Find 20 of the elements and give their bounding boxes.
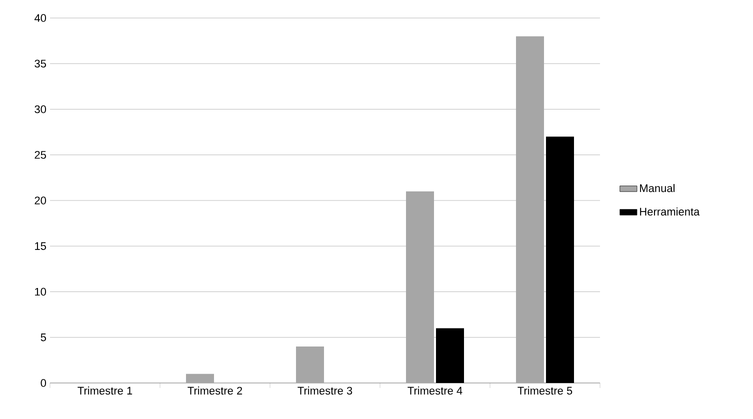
- x-tick-label: Trimestre 1: [78, 386, 132, 395]
- y-tick-label: 30: [34, 105, 46, 114]
- x-tick-label: Trimestre 5: [518, 386, 572, 395]
- y-tick-label: 40: [34, 14, 46, 22]
- bar: [296, 346, 324, 383]
- y-tick-label: 15: [35, 242, 46, 250]
- y-tick-label: 5: [40, 334, 46, 342]
- bar: [186, 374, 214, 383]
- y-tick-label: 35: [34, 60, 46, 68]
- x-tick-label: Trimestre 4: [408, 386, 462, 395]
- x-tick-label: Trimestre 3: [298, 386, 352, 395]
- y-tick-label: 10: [35, 288, 46, 296]
- bar: [436, 328, 464, 383]
- y-tick-label: 25: [34, 150, 46, 159]
- y-tick-label: 20: [34, 196, 46, 204]
- legend-label: Manual: [640, 184, 674, 192]
- y-tick-label: 0: [40, 379, 46, 387]
- bar: [546, 136, 574, 383]
- x-tick-label: Trimestre 2: [188, 386, 242, 395]
- legend-label: Herramienta: [640, 207, 700, 216]
